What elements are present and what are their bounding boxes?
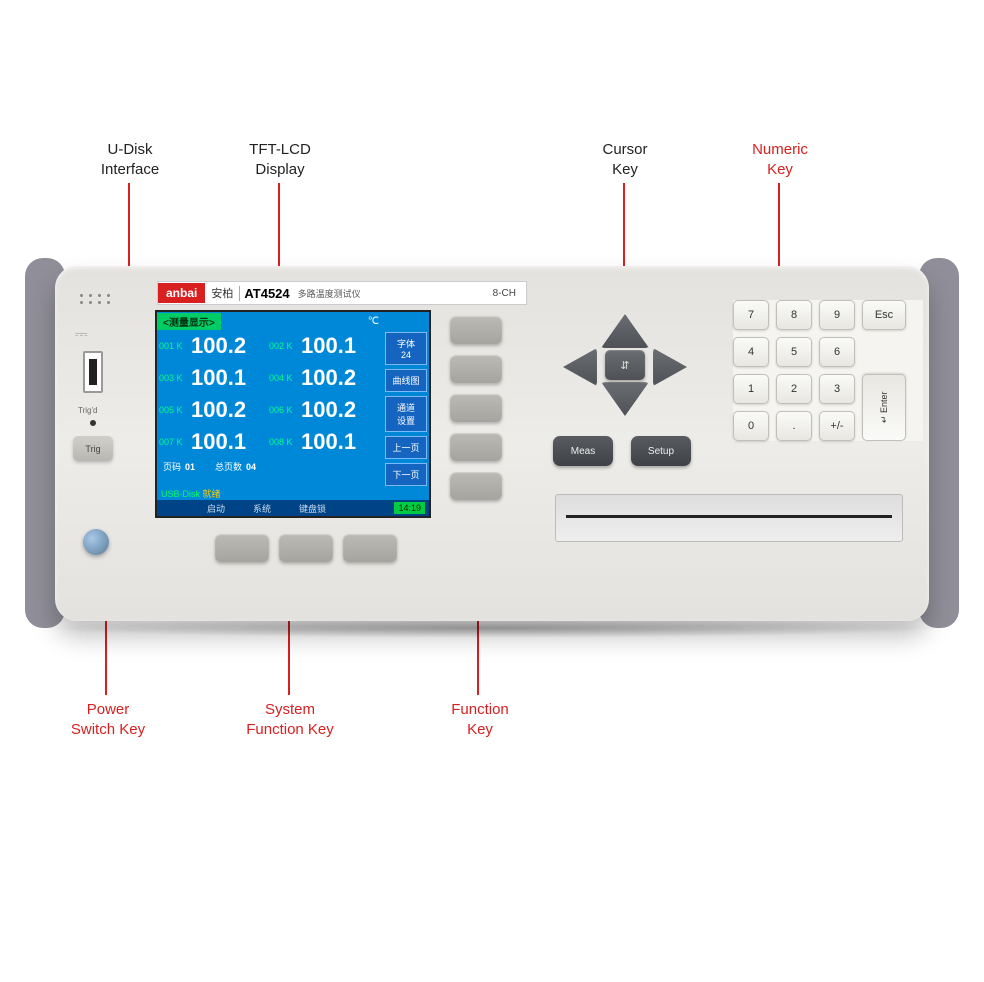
lcd-ch-val: 100.1 xyxy=(301,333,375,359)
lcd-unit: ℃ xyxy=(368,316,379,327)
lcd-ch-val: 100.1 xyxy=(191,365,265,391)
lcd-display: <测量显示> ℃ 001 K 100.2 002 K 100.1 003 K 1… xyxy=(155,310,431,518)
callout-power: PowerSwitch Key xyxy=(58,700,158,739)
lcd-bottom-bar: 启动 系统 键盘锁 14:19 xyxy=(157,500,429,516)
lcd-ch-val: 100.1 xyxy=(301,429,375,455)
keypad-1[interactable]: 1 xyxy=(733,374,769,404)
system-function-row xyxy=(215,534,397,562)
lcd-ch-id: 008 K xyxy=(269,437,297,447)
lcd-usb-status: USB-Disk 就绪 xyxy=(161,487,221,500)
callout-tftlcd: TFT-LCDDisplay xyxy=(240,140,320,179)
cursor-up[interactable] xyxy=(601,314,649,348)
callout-numeric: NumericKey xyxy=(740,140,820,179)
label-strip: anbai 安柏 AT4524 多路温度测试仪 8-CH xyxy=(157,281,527,305)
callout-sysfn: SystemFunction Key xyxy=(235,700,345,739)
function-key-column xyxy=(450,316,502,500)
setup-button[interactable]: Setup xyxy=(631,436,691,466)
lcd-ch-id: 006 K xyxy=(269,405,297,415)
system-function-key[interactable] xyxy=(343,534,397,562)
lcd-ch-id: 005 K xyxy=(159,405,187,415)
keypad-8[interactable]: 8 xyxy=(776,300,812,330)
brand-cn: 安柏 xyxy=(205,285,239,301)
device-body: anbai 安柏 AT4524 多路温度测试仪 8-CH ⎓ Trig'd Tr… xyxy=(55,266,929,621)
lcd-side-btn: 上一页 xyxy=(385,436,427,459)
lcd-mode-tab: <测量显示> xyxy=(157,313,221,330)
cursor-left[interactable] xyxy=(563,348,597,386)
keypad-3[interactable]: 3 xyxy=(819,374,855,404)
keypad-9[interactable]: 9 xyxy=(819,300,855,330)
lcd-side-btn: 通道设置 xyxy=(385,396,427,432)
trig-label: Trig'd xyxy=(78,406,97,415)
keypad-enter[interactable]: ↵ Enter xyxy=(862,374,906,441)
lcd-ch-val: 100.2 xyxy=(301,397,375,423)
lcd-ch-id: 004 K xyxy=(269,373,297,383)
function-key[interactable] xyxy=(450,433,502,461)
trig-button[interactable]: Trig xyxy=(73,436,113,461)
keypad-sign[interactable]: +/- xyxy=(819,411,855,441)
model-desc: 多路温度测试仪 xyxy=(294,287,365,300)
cursor-down[interactable] xyxy=(601,382,649,416)
speaker-grille xyxy=(80,294,112,304)
channel-count: 8-CH xyxy=(483,288,526,299)
function-key[interactable] xyxy=(450,355,502,383)
lcd-ch-id: 003 K xyxy=(159,373,187,383)
card-slot[interactable] xyxy=(555,494,903,542)
keypad-2[interactable]: 2 xyxy=(776,374,812,404)
system-function-key[interactable] xyxy=(215,534,269,562)
keypad-4[interactable]: 4 xyxy=(733,337,769,367)
lcd-sidebar: 字体24 曲线图 通道设置 上一页 下一页 xyxy=(385,332,427,486)
numeric-keypad: 7 8 9 Esc 4 5 6 1 2 3 ↵ Enter 0 . +/- xyxy=(733,300,923,441)
lcd-ch-id: 007 K xyxy=(159,437,187,447)
lcd-time: 14:19 xyxy=(394,502,425,514)
usb-port[interactable] xyxy=(83,351,103,393)
lcd-side-btn: 下一页 xyxy=(385,463,427,486)
function-key[interactable] xyxy=(450,394,502,422)
lcd-ch-id: 001 K xyxy=(159,341,187,351)
lcd-ch-val: 100.2 xyxy=(301,365,375,391)
power-button[interactable] xyxy=(83,529,109,555)
cursor-center[interactable]: ⇵ xyxy=(605,350,645,380)
lcd-ch-id: 002 K xyxy=(269,341,297,351)
brand-logo: anbai xyxy=(158,283,205,303)
lcd-ch-val: 100.2 xyxy=(191,397,265,423)
lcd-ch-val: 100.1 xyxy=(191,429,265,455)
cursor-right[interactable] xyxy=(653,348,687,386)
keypad-0[interactable]: 0 xyxy=(733,411,769,441)
lcd-side-btn: 曲线图 xyxy=(385,369,427,392)
lcd-side-btn: 字体24 xyxy=(385,332,427,365)
usb-icon: ⎓ xyxy=(75,326,88,344)
keypad-5[interactable]: 5 xyxy=(776,337,812,367)
keypad-7[interactable]: 7 xyxy=(733,300,769,330)
trig-led xyxy=(90,420,96,426)
model-number: AT4524 xyxy=(239,286,293,301)
function-key[interactable] xyxy=(450,472,502,500)
keypad-6[interactable]: 6 xyxy=(819,337,855,367)
system-function-key[interactable] xyxy=(279,534,333,562)
lcd-ch-val: 100.2 xyxy=(191,333,265,359)
keypad-esc[interactable]: Esc xyxy=(862,300,906,330)
function-key[interactable] xyxy=(450,316,502,344)
callout-udisk: U-DiskInterface xyxy=(90,140,170,179)
meas-button[interactable]: Meas xyxy=(553,436,613,466)
keypad-dot[interactable]: . xyxy=(776,411,812,441)
callout-fnkey: FunctionKey xyxy=(435,700,525,739)
callout-cursor: CursorKey xyxy=(585,140,665,179)
